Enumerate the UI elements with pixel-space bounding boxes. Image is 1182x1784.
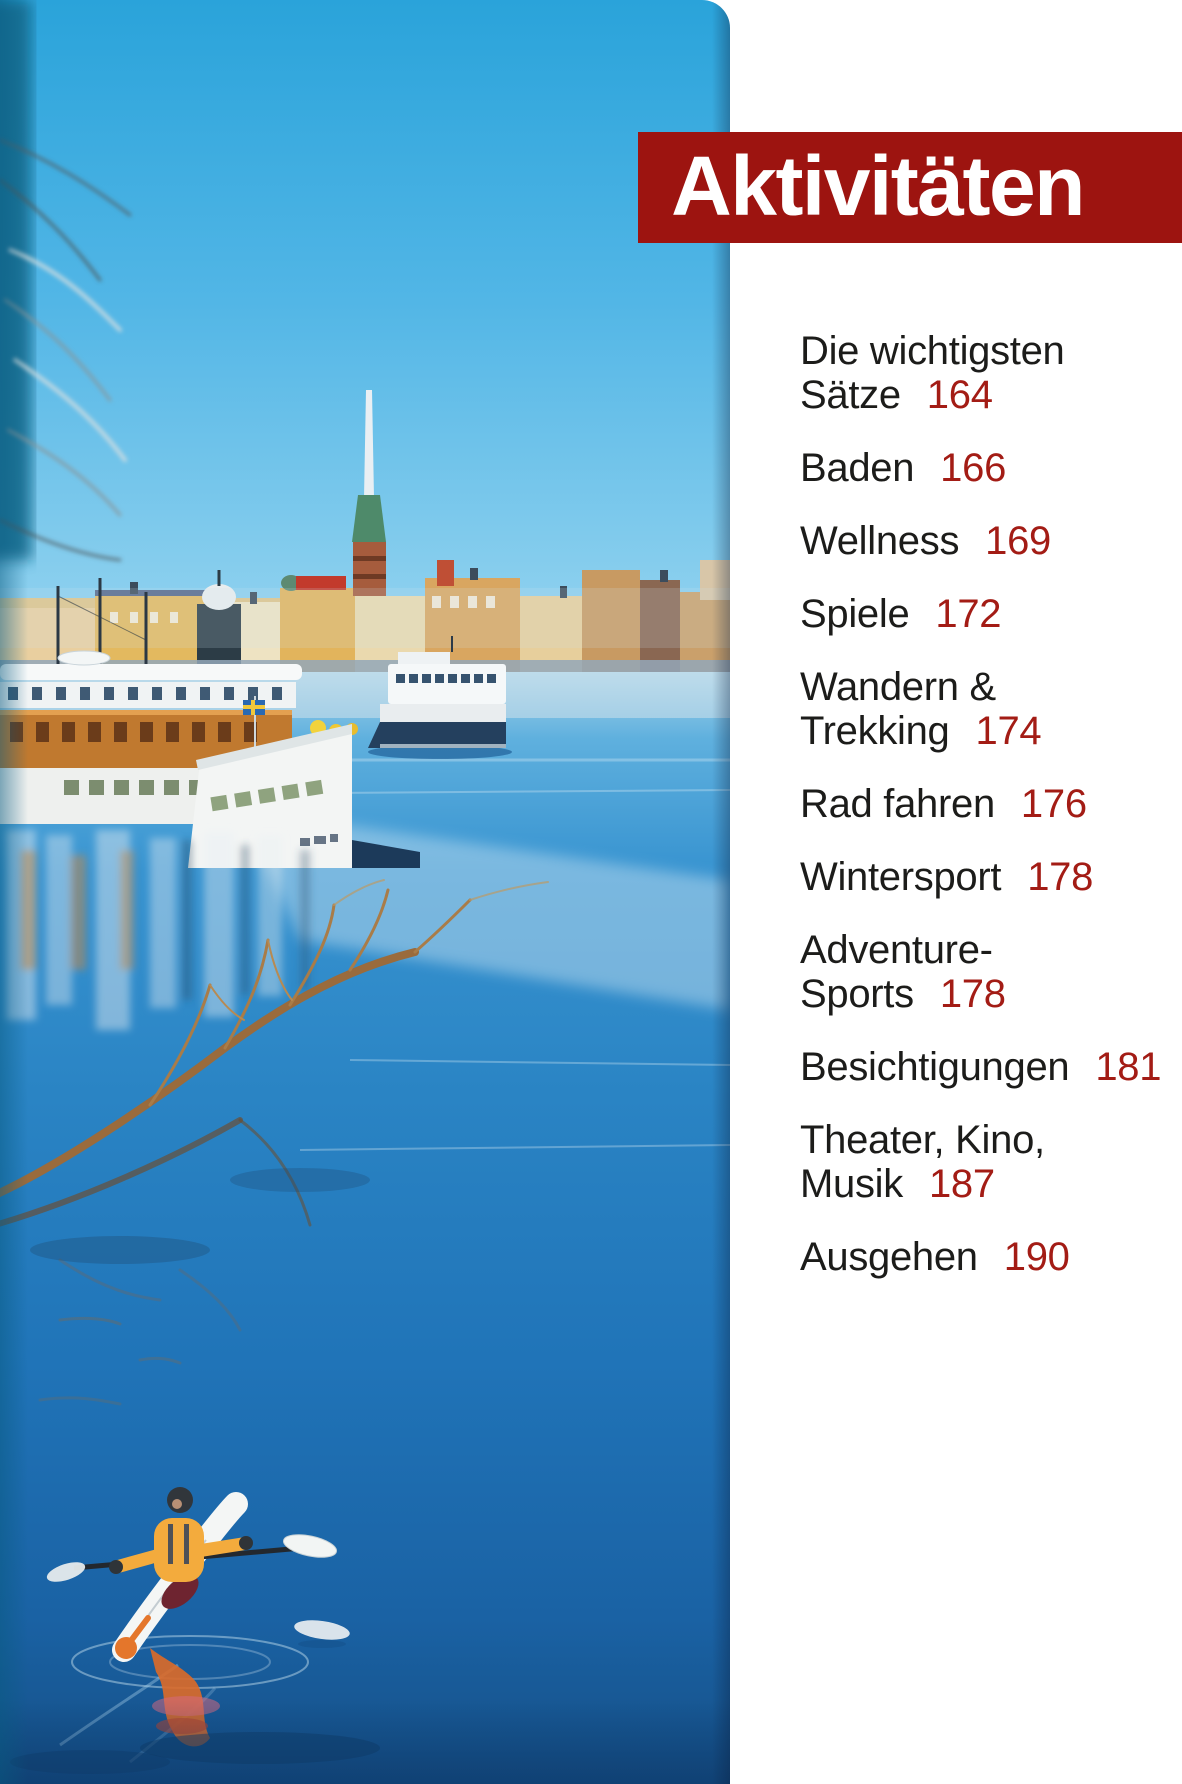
toc-entry: Adventure- Sports 178 bbox=[800, 928, 1172, 1016]
toc-entry-page-number: 187 bbox=[928, 1162, 995, 1206]
toc-entry-label: Spiele bbox=[800, 592, 910, 636]
toc-entry: Baden 166 bbox=[800, 446, 1172, 490]
toc-entry-label: Rad fahren bbox=[800, 782, 995, 826]
toc-entry-label: Besichtigungen bbox=[800, 1045, 1070, 1089]
paddle-blade-left bbox=[46, 1562, 86, 1582]
toc-entry: Wellness 169 bbox=[800, 519, 1172, 563]
toc-entry-page-number: 181 bbox=[1095, 1045, 1162, 1089]
toc-entry-page-number: 178 bbox=[939, 972, 1006, 1016]
toc-entry-label: Trekking bbox=[800, 709, 950, 753]
toc-entry-label: Ausgehen bbox=[800, 1235, 978, 1279]
toc-entry-label: Sports bbox=[800, 972, 914, 1016]
toc-entry-page-number: 172 bbox=[935, 592, 1002, 636]
stockholm-harbor-illustration bbox=[0, 0, 730, 1784]
toc-entry-label: Baden bbox=[800, 446, 915, 490]
chapter-title-band: Aktivitäten bbox=[638, 132, 1182, 243]
toc-entry-label: Sätze bbox=[800, 373, 901, 417]
paddle-blade-right bbox=[283, 1534, 337, 1558]
toc-entry: Spiele 172 bbox=[800, 592, 1172, 636]
toc-entry-page-number: 176 bbox=[1020, 782, 1087, 826]
white-ferry bbox=[368, 636, 512, 759]
stockholm-harbor-photo bbox=[0, 0, 730, 1784]
toc-entry: Ausgehen 190 bbox=[800, 1235, 1172, 1279]
paddler-jacket bbox=[154, 1518, 204, 1582]
toc-entry-label: Die wichtigsten bbox=[800, 329, 1065, 373]
chapter-title: Aktivitäten bbox=[671, 138, 1085, 233]
toc-entry-page-number: 190 bbox=[1003, 1235, 1070, 1279]
toc-entry-page-number: 164 bbox=[926, 373, 993, 417]
toc-entry: Die wichtigsten Sätze 164 bbox=[800, 329, 1172, 417]
toc-entry-label: Wintersport bbox=[800, 855, 1002, 899]
kayak-cockpit bbox=[161, 1575, 199, 1609]
toc-entry-page-number: 166 bbox=[940, 446, 1007, 490]
toc-entry-page-number: 169 bbox=[985, 519, 1051, 563]
toc-entry-label: Adventure- bbox=[800, 928, 993, 972]
toc-entry: Theater, Kino, Musik 187 bbox=[800, 1118, 1172, 1206]
bare-branches bbox=[0, 879, 549, 1406]
toc-entry-page-number: 174 bbox=[975, 709, 1042, 753]
toc-entry: Wintersport 178 bbox=[800, 855, 1172, 899]
toc-entry: Rad fahren 176 bbox=[800, 782, 1172, 826]
toc-entry-label: Wellness bbox=[800, 519, 960, 563]
toc-entry: Wandern & Trekking 174 bbox=[800, 665, 1172, 753]
city-skyline bbox=[0, 390, 730, 674]
toc-entry: Besichtigungen 181 bbox=[800, 1045, 1172, 1089]
toc-entry-page-number: 178 bbox=[1027, 855, 1094, 899]
chapter-toc: Die wichtigsten Sätze 164 Baden 166 Wellnes… bbox=[800, 329, 1172, 1308]
toc-entry-label: Theater, Kino, bbox=[800, 1118, 1045, 1162]
toc-entry-label: Wandern & bbox=[800, 665, 996, 709]
church-spire bbox=[352, 390, 386, 596]
toc-entry-label: Musik bbox=[800, 1162, 903, 1206]
